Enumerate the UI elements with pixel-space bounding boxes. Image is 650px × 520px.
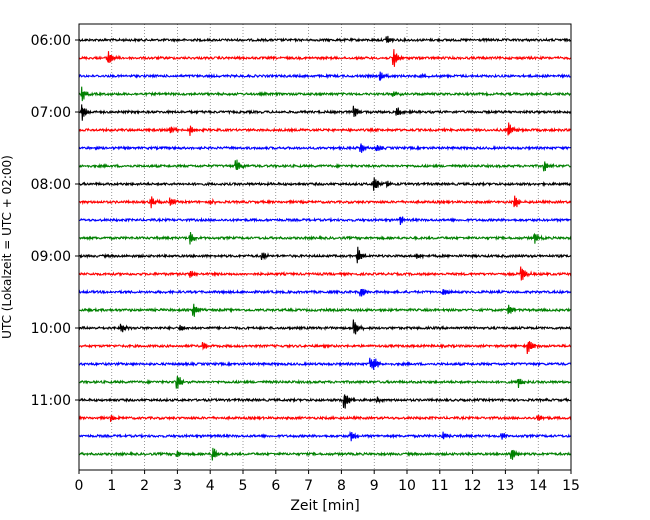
y-tick-label: 11:00 [31,393,71,409]
trace-line [78,246,572,264]
x-tick-label: 4 [206,478,215,494]
x-tick-label: 7 [304,478,313,494]
y-tick-label: 10:00 [31,321,71,337]
x-tick-label: 5 [239,478,248,494]
trace-line [78,143,572,153]
trace-line [78,447,572,461]
y-axis-label: UTC (Lokalzeit = UTC + 02:00) [0,155,14,339]
trace-line [78,303,572,317]
trace-line [78,232,572,245]
trace-line [78,216,572,226]
trace-line [78,86,572,102]
vertical-gridlines [111,24,539,470]
x-tick-label: 1 [107,478,116,494]
trace-line [79,122,572,136]
y-tick-label: 06:00 [31,33,71,49]
x-tick-label: 14 [529,478,547,494]
trace-line [78,414,572,422]
trace-line [78,49,572,67]
trace-line [78,266,572,281]
trace-line [78,177,572,191]
x-tick-label: 12 [464,478,482,494]
trace-line [78,71,572,82]
y-tick-label: 08:00 [31,177,71,193]
trace-line [78,195,572,209]
x-tick-label: 6 [271,478,280,494]
trace-line [78,104,572,121]
y-tick-label: 09:00 [31,249,71,265]
trace-line [78,319,572,335]
x-tick-label: 2 [140,478,149,494]
x-axis-ticks: 0 1 2 3 4 5 6 7 8 9 10 11 12 13 14 15 [75,470,580,494]
x-tick-label: 0 [75,478,84,494]
x-tick-label: 15 [562,478,580,494]
seismogram-traces [78,35,572,461]
x-tick-label: 10 [398,478,416,494]
x-tick-label: 11 [431,478,449,494]
x-tick-label: 9 [370,478,379,494]
x-tick-label: 13 [496,478,514,494]
plot-frame [78,23,572,471]
trace-line [78,159,572,172]
trace-line [78,394,572,409]
y-axis-ticks: 06:00 07:00 08:00 09:00 10:00 11:00 [31,33,79,409]
y-tick-label: 07:00 [31,105,71,121]
trace-line [78,35,572,44]
x-tick-label: 8 [337,478,346,494]
trace-line [78,357,572,370]
x-tick-label: 3 [173,478,182,494]
trace-line [78,288,572,297]
trace-line [78,430,572,442]
trace-line [78,341,572,355]
trace-line [78,375,572,389]
x-axis-label: Zeit [min] [290,498,359,514]
